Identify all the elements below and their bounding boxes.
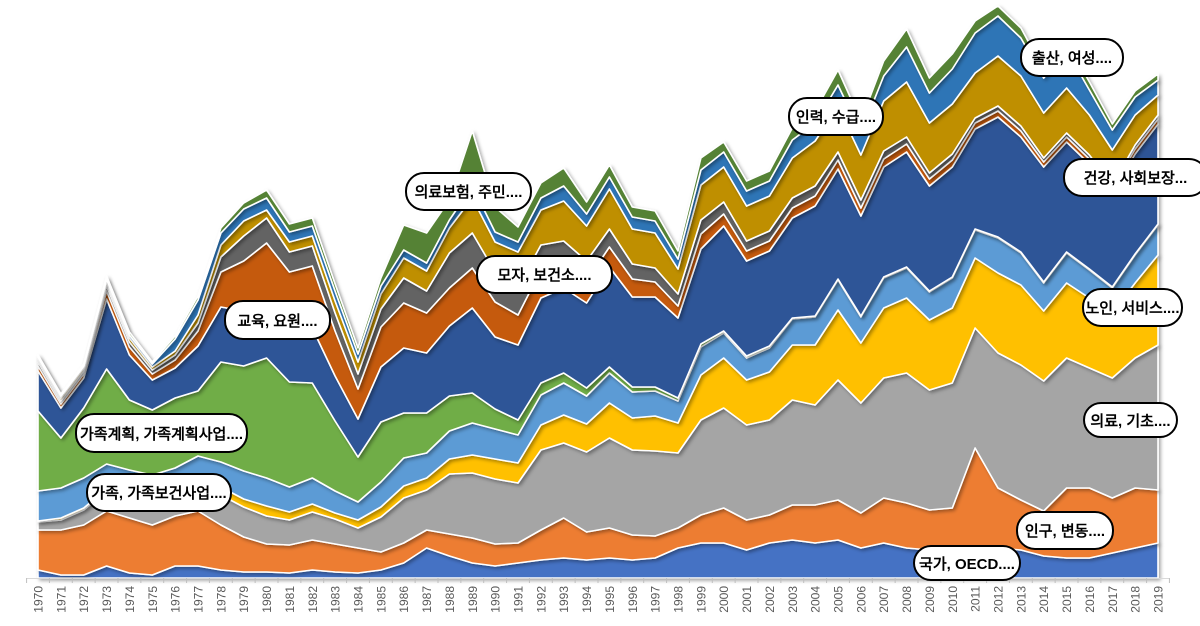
x-axis-year-label: 1973 — [100, 586, 114, 613]
x-axis-year-label: 2018 — [1129, 586, 1143, 613]
x-axis-year-label: 1979 — [237, 586, 251, 613]
area-series-12[interactable] — [37, 5, 1159, 397]
x-axis-year-label: 1989 — [466, 586, 480, 613]
data-callout-uiryoboheom[interactable]: 의료보험, 주민.... — [405, 172, 532, 211]
x-axis-year-label: 1984 — [352, 586, 366, 613]
x-axis-year-label: 2003 — [786, 586, 800, 613]
x-axis-year-label: 2016 — [1083, 586, 1097, 613]
data-callout-geongang[interactable]: 건강, 사회보장... — [1063, 158, 1200, 197]
x-axis-year-label: 1988 — [443, 586, 457, 613]
x-axis-year-label: 2017 — [1106, 586, 1120, 613]
x-axis-year-label: 1992 — [534, 586, 548, 613]
x-axis-year-label: 2001 — [740, 586, 754, 613]
x-axis-year-label: 2015 — [1060, 586, 1074, 613]
x-axis-year-label: 1985 — [374, 586, 388, 613]
data-callout-uiryo[interactable]: 의료, 기초.... — [1083, 402, 1178, 438]
x-axis-year-label: 1974 — [123, 586, 137, 613]
x-axis-year-label: 1990 — [489, 586, 503, 613]
x-axis-year-label: 1977 — [192, 586, 206, 613]
x-axis-year-label: 2006 — [854, 586, 868, 613]
x-axis-year-label: 2005 — [832, 586, 846, 613]
data-callout-chulsan[interactable]: 출산, 여성.... — [1020, 38, 1124, 77]
x-axis-year-label: 2007 — [877, 586, 891, 613]
x-axis-year-label: 1994 — [580, 586, 594, 613]
x-axis-year-label: 2012 — [992, 586, 1006, 613]
x-axis-year-label: 1981 — [283, 586, 297, 613]
x-axis-year-label: 1976 — [169, 586, 183, 613]
x-axis-year-label: 2004 — [809, 586, 823, 613]
data-callout-gukga[interactable]: 국가, OECD.... — [913, 545, 1021, 581]
x-axis-year-label: 1993 — [557, 586, 571, 613]
data-callout-gyoyuk[interactable]: 교육, 요원.... — [224, 300, 331, 340]
x-axis-year-label: 2013 — [1014, 586, 1028, 613]
x-axis-year-label: 2000 — [717, 586, 731, 613]
x-axis-year-label: 1995 — [603, 586, 617, 613]
data-callout-moja[interactable]: 모자, 보건소.... — [476, 255, 613, 294]
x-axis-year-label: 2011 — [969, 586, 983, 612]
x-axis-year-label: 2019 — [1152, 586, 1166, 613]
x-axis-year-label: 2014 — [1037, 586, 1051, 613]
x-axis-year-label: 1996 — [626, 586, 640, 613]
data-callout-noin[interactable]: 노인, 서비스.... — [1082, 288, 1183, 327]
x-axis-year-label: 2009 — [923, 586, 937, 613]
data-callout-ingu[interactable]: 인구, 변동.... — [1016, 511, 1114, 550]
x-axis-year-label: 1987 — [420, 586, 434, 613]
x-axis-year-label: 2002 — [763, 586, 777, 613]
x-axis-year-label: 1986 — [397, 586, 411, 613]
x-axis-year-label: 2008 — [900, 586, 914, 613]
x-axis-year-label: 1970 — [32, 586, 46, 613]
x-axis-year-label: 1978 — [214, 586, 228, 613]
x-axis-year-label: 1991 — [512, 586, 526, 613]
data-callout-illyeok[interactable]: 인력, 수급.... — [788, 97, 884, 136]
x-axis-year-label: 1975 — [146, 586, 160, 613]
x-axis-year-label: 1982 — [306, 586, 320, 613]
x-axis-year-label: 2010 — [946, 586, 960, 613]
x-axis-year-label: 1999 — [694, 586, 708, 613]
x-axis-year-label: 1983 — [329, 586, 343, 613]
data-callout-gajokgyehoek[interactable]: 가족계획, 가족계획사업.... — [75, 413, 248, 453]
data-callout-gajok[interactable]: 가족, 가족보건사업.... — [86, 473, 232, 512]
x-axis-year-label: 1972 — [77, 586, 91, 613]
x-axis-year-label: 1997 — [649, 586, 663, 613]
x-axis-year-label: 1998 — [672, 586, 686, 613]
x-axis-year-label: 1980 — [260, 586, 274, 613]
x-axis-year-label: 1971 — [54, 586, 68, 613]
